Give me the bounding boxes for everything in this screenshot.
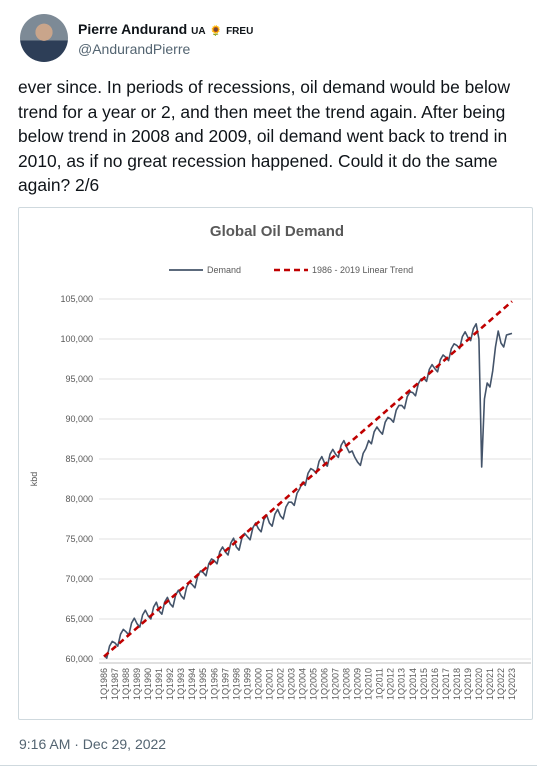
x-tick-label: 1Q2009 xyxy=(353,668,363,700)
x-tick-label: 1Q1987 xyxy=(110,668,120,700)
x-tick-label: 1Q2010 xyxy=(364,668,374,700)
x-tick-label: 1Q2014 xyxy=(408,668,418,700)
y-tick-label: 65,000 xyxy=(65,614,93,624)
x-tick-label: 1Q1995 xyxy=(198,668,208,700)
x-tick-label: 1Q2017 xyxy=(441,668,451,700)
y-tick-label: 80,000 xyxy=(65,494,93,504)
author-name[interactable]: Pierre Andurand UA 🌻 FREU xyxy=(78,21,253,37)
chart: Global Oil Demand kbd 60,000 65,000 70,000… xyxy=(29,223,531,700)
avatar[interactable] xyxy=(20,14,68,62)
y-tick-label: 105,000 xyxy=(60,294,93,304)
x-tick-label: 1Q2015 xyxy=(419,668,429,700)
x-tick-label: 1Q1986 xyxy=(99,668,109,700)
x-tick-label: 1Q1993 xyxy=(176,668,186,700)
y-tick-label: 75,000 xyxy=(65,534,93,544)
x-tick-label: 1Q2008 xyxy=(342,668,352,700)
data-line xyxy=(103,323,513,659)
x-tick-label: 1Q2012 xyxy=(386,668,396,700)
legend-label: 1986 - 2019 Linear Trend xyxy=(312,265,413,275)
x-tick-label: 1Q1989 xyxy=(132,668,142,700)
x-tick-label: 1Q1994 xyxy=(187,668,197,700)
badge: UA xyxy=(191,26,206,37)
x-tick-label: 1Q2016 xyxy=(430,668,440,700)
x-tick-label: 1Q2005 xyxy=(309,668,319,700)
y-tick-label: 60,000 xyxy=(65,654,93,664)
x-tick-label: 1Q1992 xyxy=(165,668,175,700)
x-tick-label: 1Q2002 xyxy=(275,668,285,700)
author-name-text[interactable]: Pierre Andurand xyxy=(78,21,188,37)
x-tick-label: 1Q1990 xyxy=(143,668,153,700)
x-tick-label: 1Q2000 xyxy=(253,668,263,700)
x-tick-label: 1Q2001 xyxy=(264,668,274,700)
x-tick-label: 1Q2006 xyxy=(320,668,330,700)
x-tick-label: 1Q2004 xyxy=(297,668,307,700)
y-tick-label: 100,000 xyxy=(60,334,93,344)
x-tick-label: 1Q2013 xyxy=(397,668,407,700)
x-tick-label: 1Q1998 xyxy=(231,668,241,700)
x-tick-label: 1Q1996 xyxy=(209,668,219,700)
x-tick-label: 1Q1997 xyxy=(220,668,230,700)
y-tick-label: 85,000 xyxy=(65,454,93,464)
chart-title: Global Oil Demand xyxy=(210,223,344,240)
x-tick-label: 1Q2018 xyxy=(452,668,462,700)
x-tick-label: 1Q1999 xyxy=(242,668,252,700)
x-tick-label: 1Q2007 xyxy=(331,668,341,700)
timestamp[interactable]: 9:16 AM · Dec 29, 2022 xyxy=(19,736,167,752)
x-tick-label: 1Q1988 xyxy=(121,668,131,700)
y-tick-label: 90,000 xyxy=(65,414,93,424)
x-tick-label: 1Q2011 xyxy=(375,668,385,699)
badge: 🌻 xyxy=(209,26,223,37)
x-tick-label: 1Q2003 xyxy=(286,668,296,700)
x-tick-label: 1Q2020 xyxy=(474,668,484,700)
y-tick-label: 70,000 xyxy=(65,574,93,584)
x-tick-label: 1Q2023 xyxy=(507,668,517,700)
x-tick-label: 1Q2019 xyxy=(463,668,473,700)
trend-line xyxy=(103,300,513,658)
tweet-text: ever since. In periods of recessions, oi… xyxy=(18,77,511,195)
x-tick-label: 1Q2021 xyxy=(485,668,495,700)
legend-label: Demand xyxy=(207,265,241,275)
x-tick-label: 1Q1991 xyxy=(154,668,164,700)
chart-image[interactable]: Global Oil Demand kbd 60,000 65,000 70,000… xyxy=(18,207,533,720)
divider xyxy=(0,765,537,766)
y-axis-label: kbd xyxy=(29,472,39,487)
author-handle[interactable]: @AndurandPierre xyxy=(78,41,191,57)
x-tick-label: 1Q2022 xyxy=(496,668,506,700)
badge: FREU xyxy=(226,26,254,37)
y-tick-label: 95,000 xyxy=(65,374,93,384)
